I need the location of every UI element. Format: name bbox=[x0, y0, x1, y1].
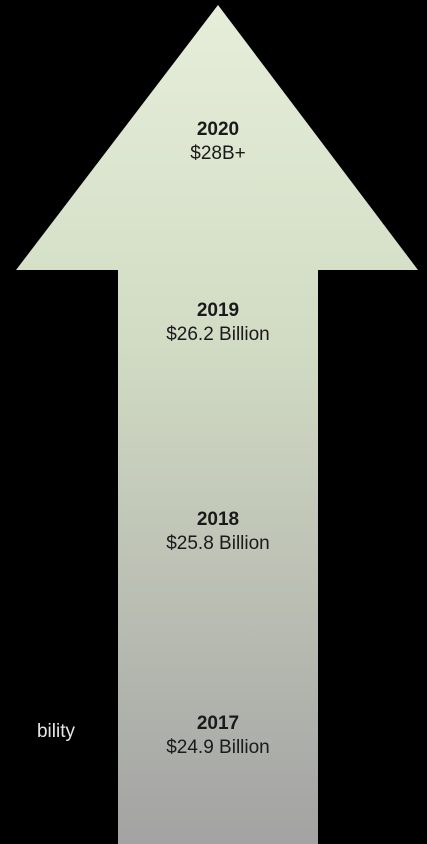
milestone-value: $24.9 Billion bbox=[166, 737, 270, 758]
milestone-2017: 2017 $24.9 Billion bbox=[118, 712, 318, 760]
milestone-value: $28B+ bbox=[190, 143, 246, 164]
cut-off-side-text: bility bbox=[36, 721, 75, 742]
milestone-value: $26.2 Billion bbox=[166, 324, 270, 345]
milestone-year: 2017 bbox=[196, 713, 240, 734]
milestone-2020: 2020 $28B+ bbox=[118, 118, 318, 166]
milestone-2019: 2019 $26.2 Billion bbox=[118, 299, 318, 347]
arrow-shape bbox=[16, 5, 418, 844]
milestone-year: 2020 bbox=[196, 119, 240, 140]
milestone-2018: 2018 $25.8 Billion bbox=[118, 508, 318, 556]
milestone-year: 2018 bbox=[196, 509, 240, 530]
milestone-value: $25.8 Billion bbox=[166, 533, 270, 554]
milestone-year: 2019 bbox=[196, 300, 240, 321]
